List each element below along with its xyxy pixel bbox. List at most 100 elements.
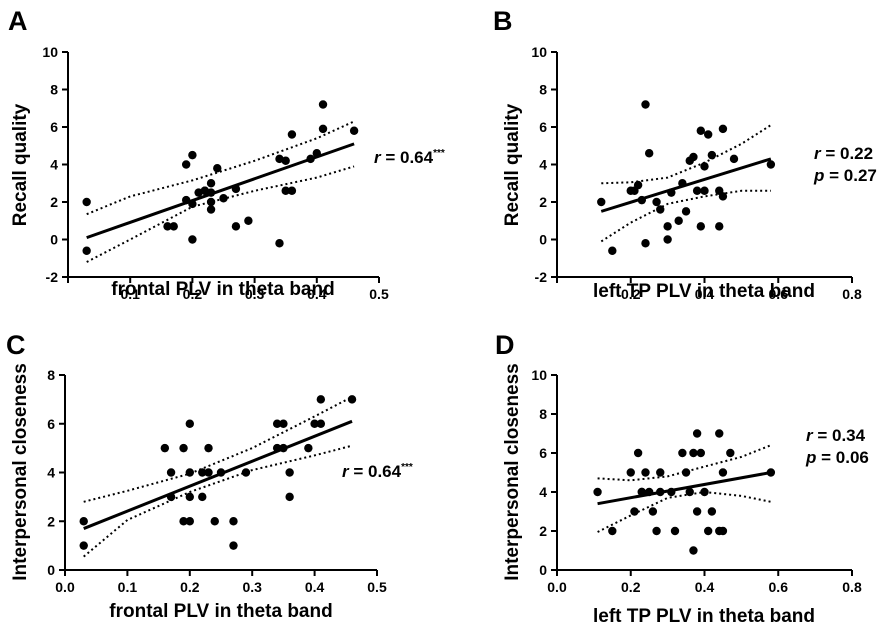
data-point bbox=[608, 526, 617, 536]
x-tick-label: 0.2 bbox=[180, 579, 200, 595]
data-point bbox=[231, 184, 241, 194]
y-axis-title: Interpersonal closeness bbox=[502, 363, 523, 581]
data-point bbox=[674, 216, 683, 225]
data-point bbox=[285, 492, 294, 502]
data-point bbox=[689, 152, 698, 162]
data-point bbox=[652, 526, 661, 536]
data-point bbox=[656, 205, 665, 214]
data-point bbox=[166, 492, 176, 502]
x-tick-label: 0.4 bbox=[695, 286, 715, 302]
x-axis-title: left TP PLV in theta band bbox=[593, 281, 815, 302]
data-point bbox=[703, 526, 713, 536]
data-point bbox=[287, 186, 297, 195]
data-point bbox=[281, 186, 290, 195]
x-tick-label: 0.2 bbox=[183, 286, 203, 302]
panel-d: D 0 2 4 6 8 10 0.0 0.2 0.4 0.6 0.8 left TP PLV in th… bbox=[495, 330, 869, 627]
data-point bbox=[285, 468, 294, 477]
x-tick-label: 0.5 bbox=[369, 286, 389, 302]
data-point bbox=[597, 197, 606, 207]
data-point bbox=[206, 179, 216, 188]
data-point bbox=[689, 546, 698, 555]
data-point bbox=[703, 130, 713, 139]
data-point bbox=[678, 448, 687, 458]
stat-p-symbol: p bbox=[805, 448, 816, 467]
y-tick-label: 2 bbox=[539, 523, 547, 539]
stat-r-value: = 0.34 bbox=[813, 426, 866, 445]
stat-r-value: = 0.22 bbox=[821, 144, 873, 163]
data-point bbox=[766, 160, 776, 169]
data-point bbox=[244, 216, 253, 225]
data-point bbox=[304, 443, 313, 453]
ci-lower-line bbox=[597, 490, 772, 533]
data-point bbox=[696, 222, 706, 231]
stat-p: p = 0.06 bbox=[805, 448, 869, 467]
data-point bbox=[275, 239, 284, 248]
data-point bbox=[641, 239, 650, 248]
data-point bbox=[279, 419, 288, 428]
data-point bbox=[692, 186, 702, 195]
x-tick-label: 0.0 bbox=[547, 579, 567, 595]
ci-upper-line bbox=[597, 444, 772, 482]
data-point bbox=[718, 124, 728, 134]
data-point bbox=[689, 448, 698, 458]
data-point bbox=[206, 205, 216, 214]
data-point bbox=[644, 487, 654, 497]
data-point bbox=[166, 468, 176, 477]
x-tick-label: 0.3 bbox=[245, 286, 265, 302]
x-tick-label: 0.4 bbox=[695, 579, 715, 595]
data-point bbox=[206, 188, 216, 197]
data-point bbox=[656, 487, 665, 497]
data-point bbox=[700, 186, 709, 195]
data-point bbox=[626, 468, 635, 477]
data-point bbox=[633, 180, 643, 190]
data-point bbox=[349, 126, 359, 135]
ci-lower-line bbox=[600, 189, 771, 243]
panel-letter: D bbox=[495, 330, 515, 360]
stat-p: p = 0.27 bbox=[813, 166, 877, 185]
y-tick-label: 8 bbox=[539, 82, 547, 98]
panel-c: C 0 2 4 6 8 0.0 0.1 0.2 0.3 0.4 0.5 frontal PLV in t… bbox=[6, 330, 413, 622]
x-tick-label: 0.4 bbox=[305, 579, 325, 595]
data-point bbox=[696, 126, 706, 135]
y-tick-label: -2 bbox=[46, 269, 59, 285]
data-point bbox=[188, 235, 197, 244]
data-point bbox=[312, 149, 321, 158]
x-axis-title: frontal PLV in theta band bbox=[111, 279, 334, 300]
stat-r: r = 0.34 bbox=[806, 426, 866, 445]
data-point bbox=[692, 507, 702, 516]
data-point bbox=[630, 507, 639, 516]
data-point bbox=[707, 150, 717, 160]
data-point bbox=[185, 419, 194, 428]
x-tick-label: 0.4 bbox=[307, 286, 327, 302]
data-point bbox=[718, 192, 728, 201]
data-point bbox=[231, 222, 241, 231]
y-axis-title: Recall quality bbox=[10, 103, 31, 226]
data-point bbox=[204, 468, 213, 477]
panel-letter: C bbox=[6, 330, 26, 360]
data-point bbox=[169, 222, 178, 231]
data-point bbox=[160, 443, 170, 453]
data-point bbox=[281, 156, 290, 165]
data-point bbox=[593, 487, 602, 497]
stat-p-value: = 0.06 bbox=[816, 448, 868, 467]
data-point bbox=[316, 419, 326, 428]
x-tick-label: 0.6 bbox=[769, 579, 789, 595]
data-point bbox=[229, 541, 238, 550]
x-tick-label: 0.6 bbox=[769, 286, 789, 302]
y-tick-label: 2 bbox=[539, 194, 547, 210]
y-tick-label: 0 bbox=[47, 562, 55, 578]
stat-r-value: = 0.64 bbox=[349, 462, 402, 481]
data-point bbox=[347, 395, 357, 404]
data-point bbox=[718, 526, 728, 536]
panel-letter: B bbox=[493, 6, 513, 36]
data-point bbox=[718, 468, 728, 477]
data-point bbox=[241, 468, 251, 477]
data-point bbox=[210, 517, 219, 526]
stat-p-symbol: p bbox=[813, 166, 824, 185]
data-point bbox=[663, 222, 672, 231]
x-tick-label: 0.1 bbox=[120, 286, 140, 302]
data-point bbox=[179, 517, 188, 526]
panel-b: B -2 0 2 4 6 8 10 0.2 0.4 0.6 0.8 left TP PLV in the… bbox=[493, 6, 877, 302]
data-point bbox=[279, 443, 288, 453]
